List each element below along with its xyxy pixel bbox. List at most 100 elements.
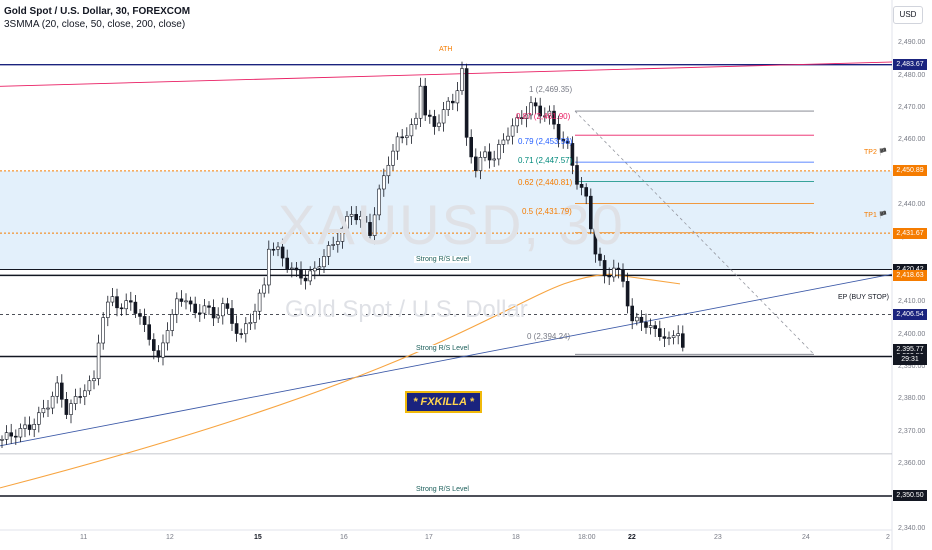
price-tag: 2,420.42 bbox=[893, 264, 927, 276]
x-tick-label: 22 bbox=[628, 534, 636, 541]
candle-body-29 bbox=[133, 301, 138, 314]
y-tick-label: 2,400.00 bbox=[898, 330, 926, 338]
candle-body-13 bbox=[59, 382, 64, 400]
candle-body-70 bbox=[322, 256, 326, 268]
candle-body-136 bbox=[625, 281, 630, 307]
x-tick-label: 15 bbox=[254, 534, 262, 541]
fib-label-062: 0.62 (2,440.81) bbox=[518, 178, 573, 187]
candle-body-12 bbox=[55, 382, 60, 397]
x-tick-label: 23 bbox=[714, 534, 722, 541]
rs-level-label-2: Strong R/S Level bbox=[414, 345, 471, 352]
y-tick-label: 2,440.00 bbox=[898, 201, 926, 209]
candle-body-63 bbox=[289, 267, 294, 270]
price-tag: 2,395.77 bbox=[893, 343, 927, 355]
candle-body-135 bbox=[621, 269, 625, 282]
candle-body-146 bbox=[671, 335, 676, 338]
candle-body-72 bbox=[331, 244, 336, 246]
price-tag: 2,450.89 bbox=[893, 165, 927, 177]
candle-body-141 bbox=[648, 325, 653, 328]
y-tick-label: 2,460.00 bbox=[898, 136, 926, 144]
candle-body-93 bbox=[427, 114, 432, 117]
candle-body-9 bbox=[41, 408, 46, 414]
y-tick-label: 2,490.00 bbox=[898, 39, 926, 47]
candle-body-53 bbox=[244, 323, 248, 335]
candle-body-37 bbox=[170, 314, 174, 331]
candle-body-102 bbox=[469, 137, 474, 158]
candle-body-14 bbox=[64, 399, 69, 415]
fib-label-071: 0.71 (2,447.57) bbox=[518, 156, 573, 165]
candle-body-34 bbox=[156, 350, 161, 358]
candle-body-91 bbox=[418, 85, 423, 119]
resistance-zone bbox=[0, 170, 892, 270]
candle-body-79 bbox=[363, 216, 368, 223]
fib-label-087: 0.87 (2,461.90) bbox=[516, 112, 571, 121]
candle-body-87 bbox=[400, 136, 405, 139]
candle-body-118 bbox=[542, 115, 547, 118]
candle-body-33 bbox=[152, 339, 156, 351]
candle-body-130 bbox=[598, 253, 602, 261]
candle-body-7 bbox=[32, 424, 37, 430]
currency-button[interactable]: USD bbox=[893, 6, 923, 24]
x-tick-label: 24 bbox=[802, 534, 810, 541]
candle-body-134 bbox=[616, 267, 621, 270]
candle-body-65 bbox=[299, 269, 303, 279]
candle-body-25 bbox=[115, 296, 119, 309]
candle-body-56 bbox=[257, 292, 262, 312]
candle-body-49 bbox=[225, 303, 230, 309]
candle-body-148 bbox=[680, 333, 685, 348]
candle-body-107 bbox=[492, 158, 497, 161]
candle-body-122 bbox=[561, 139, 566, 142]
candle-body-31 bbox=[142, 316, 147, 325]
x-tick-label: 11 bbox=[80, 534, 88, 541]
fib-label-0: 0 (2,394.24) bbox=[527, 332, 571, 341]
symbol-title[interactable]: Gold Spot / U.S. Dollar, 30, FOREXCOM bbox=[4, 6, 191, 17]
candle-body-147 bbox=[676, 333, 681, 337]
candle-body-6 bbox=[27, 424, 32, 430]
candle-body-20 bbox=[92, 378, 96, 382]
candle-body-80 bbox=[368, 222, 372, 236]
candle-body-18 bbox=[83, 390, 87, 397]
x-tick-label: 2 bbox=[886, 534, 890, 541]
candle-body-57 bbox=[262, 284, 267, 294]
candle-body-145 bbox=[667, 337, 671, 339]
indicator-legend[interactable]: 3SMMA (20, close, 50, close, 200, close) bbox=[4, 19, 186, 30]
candle-body-38 bbox=[175, 298, 179, 315]
candle-body-120 bbox=[552, 110, 556, 125]
fib-diagonal bbox=[574, 110, 815, 355]
candle-body-43 bbox=[198, 312, 202, 315]
candle-body-1 bbox=[4, 432, 9, 440]
candle-body-46 bbox=[211, 307, 216, 319]
candle-body-137 bbox=[630, 305, 635, 322]
candle-body-98 bbox=[450, 100, 455, 104]
candle-body-97 bbox=[446, 100, 451, 111]
candle-body-45 bbox=[207, 305, 211, 308]
candle-body-125 bbox=[575, 165, 579, 185]
candle-body-67 bbox=[308, 270, 313, 282]
candle-body-140 bbox=[644, 322, 648, 328]
candle-body-129 bbox=[593, 228, 598, 255]
candle-body-108 bbox=[496, 144, 501, 160]
candle-body-11 bbox=[50, 395, 55, 409]
candle-body-116 bbox=[533, 102, 538, 107]
candle-body-60 bbox=[276, 246, 280, 250]
candle-body-110 bbox=[506, 135, 510, 141]
candle-body-83 bbox=[381, 175, 386, 190]
y-tick-label: 2,480.00 bbox=[898, 71, 926, 79]
rs-level-label-3: Strong R/S Level bbox=[414, 486, 471, 493]
candle-body-92 bbox=[423, 85, 428, 116]
candle-body-68 bbox=[312, 267, 317, 272]
candle-body-119 bbox=[547, 110, 552, 117]
watermark-name: Gold Spot / U.S. Dollar bbox=[285, 296, 528, 323]
candle-body-138 bbox=[634, 316, 639, 322]
candle-body-128 bbox=[588, 195, 593, 230]
rs-level-label-1: Strong R/S Level bbox=[414, 256, 471, 263]
candle-body-55 bbox=[253, 310, 257, 323]
candle-body-111 bbox=[510, 125, 515, 137]
candle-body-17 bbox=[78, 396, 82, 398]
candle-body-131 bbox=[602, 260, 607, 277]
candle-body-81 bbox=[372, 214, 377, 236]
y-tick-label: 2,340.00 bbox=[898, 525, 926, 532]
candle-body-78 bbox=[358, 216, 363, 221]
blue-trendline bbox=[0, 273, 893, 447]
